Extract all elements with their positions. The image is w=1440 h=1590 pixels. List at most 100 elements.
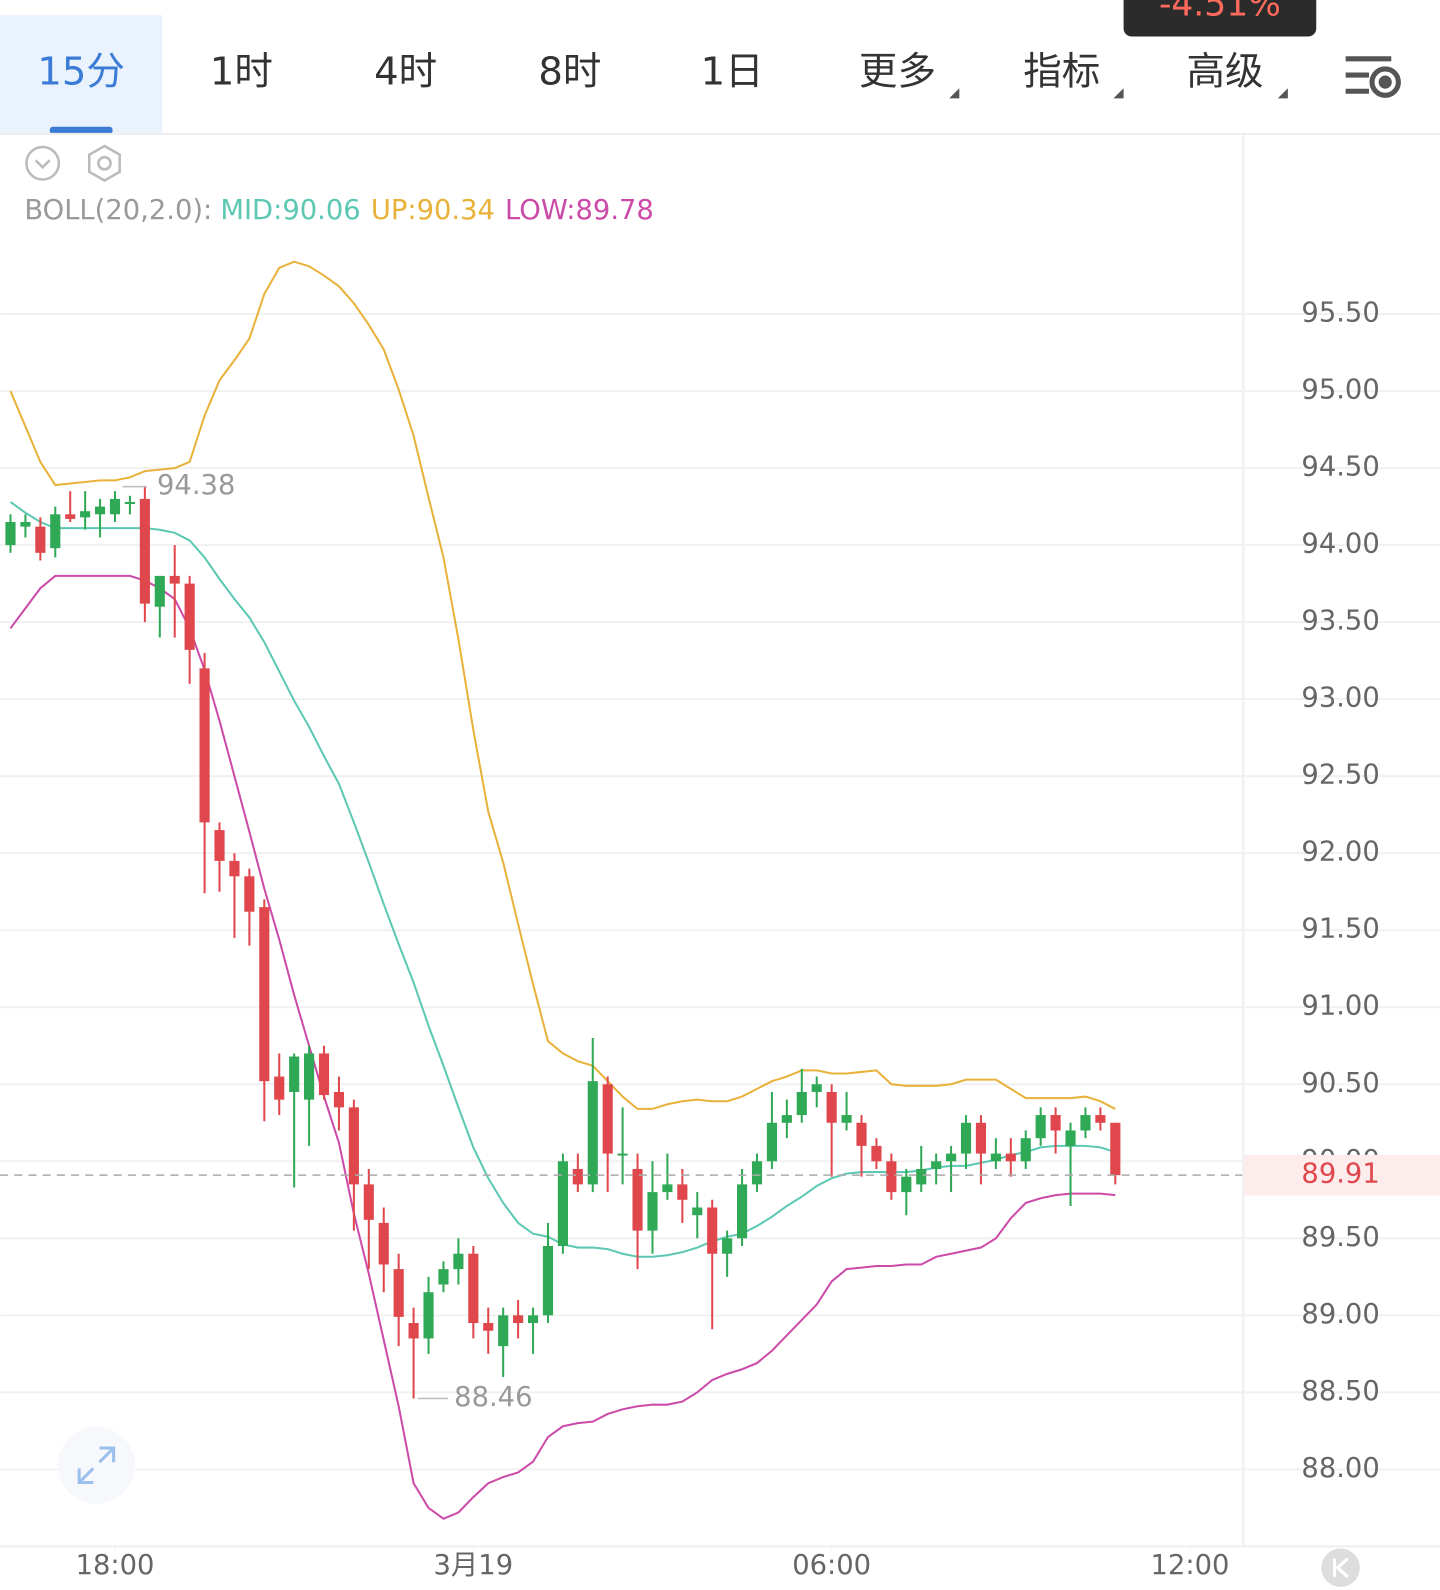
candle-body — [289, 1056, 300, 1092]
candle-body — [423, 1292, 434, 1339]
candle-body — [632, 1168, 643, 1231]
candle-body — [1020, 1138, 1031, 1162]
candle-body — [124, 501, 136, 505]
candle-body — [154, 575, 165, 607]
candle-body — [901, 1176, 912, 1193]
expand-button[interactable] — [57, 1426, 135, 1504]
candle-body — [826, 1091, 837, 1123]
collapse-icon[interactable] — [25, 145, 61, 181]
indicator-legend: BOLL(20,2.0): MID:90.06 UP:90.34 LOW:89.78 — [24, 194, 653, 225]
tab[interactable]: 4时 — [374, 50, 437, 95]
candle-body — [65, 514, 76, 519]
candle-body — [751, 1161, 763, 1185]
candle-body — [946, 1153, 957, 1162]
legend-value: 89.78 — [576, 194, 654, 225]
candle-body — [871, 1145, 882, 1162]
candle-body — [722, 1238, 733, 1254]
active-tab-indicator — [49, 126, 113, 134]
candle-body — [453, 1253, 464, 1270]
y-tick-label: 90.50 — [1301, 1068, 1379, 1099]
x-tick-label: 06:00 — [792, 1550, 871, 1581]
candle-body — [333, 1091, 345, 1108]
y-tick-label: 92.50 — [1301, 760, 1379, 791]
scroll-latest-icon — [1332, 1557, 1349, 1578]
candle-body — [483, 1323, 494, 1331]
candle-body — [259, 907, 270, 1082]
candle-body — [960, 1122, 972, 1154]
indicator-settings-icon[interactable] — [88, 144, 121, 182]
candle-body — [542, 1246, 554, 1316]
candle-body — [318, 1053, 330, 1096]
candle-body — [1095, 1115, 1106, 1123]
y-tick-label: 91.50 — [1301, 914, 1379, 945]
y-tick-label: 93.00 — [1301, 683, 1379, 714]
tab[interactable]: 高级 — [1186, 50, 1263, 95]
candle-body — [781, 1115, 792, 1123]
candle-body — [662, 1184, 673, 1193]
y-tick-label: 88.50 — [1301, 1376, 1379, 1407]
tab[interactable]: 指标 — [1023, 50, 1100, 95]
scroll-latest-button[interactable] — [1321, 1548, 1360, 1587]
candle-body — [707, 1207, 718, 1254]
max-label: 94.38 — [157, 470, 235, 501]
active-tab-bg — [0, 15, 163, 134]
legend-name: MID: — [220, 194, 282, 225]
candle-body — [692, 1207, 703, 1216]
candle-body — [856, 1122, 867, 1146]
candle-body — [557, 1161, 568, 1247]
candle-body — [304, 1053, 315, 1100]
tab[interactable]: 8时 — [538, 50, 601, 95]
candle-body — [916, 1168, 927, 1185]
candle-body — [1080, 1115, 1091, 1131]
candle-body — [1065, 1130, 1076, 1146]
candle-body — [80, 511, 91, 518]
candle-body — [438, 1269, 449, 1285]
y-tick-label: 88.00 — [1301, 1453, 1379, 1484]
candle-body — [572, 1168, 583, 1185]
candle-body — [348, 1107, 359, 1185]
tab[interactable]: 1时 — [210, 50, 273, 95]
candle-body — [1110, 1122, 1121, 1176]
y-tick-label: 92.00 — [1301, 837, 1379, 868]
candle-body — [139, 498, 150, 604]
candle-body — [363, 1184, 374, 1220]
candle-body — [244, 876, 255, 912]
candle-body — [408, 1323, 419, 1339]
candle-body — [184, 583, 195, 650]
y-tick-label: 89.00 — [1301, 1299, 1379, 1330]
candle-body — [169, 575, 180, 584]
settings-icon[interactable] — [1345, 56, 1401, 98]
dropdown-arrows — [949, 88, 1288, 99]
min-label: 88.46 — [454, 1382, 532, 1413]
candle-body — [498, 1315, 509, 1347]
tab[interactable]: 更多 — [859, 50, 936, 95]
legend-value: 90.06 — [282, 194, 360, 225]
legend-name: LOW: — [505, 194, 575, 225]
y-tick-label: 95.50 — [1301, 298, 1379, 329]
x-tick-label: 3月19 — [434, 1550, 514, 1581]
x-tick-label: 12:00 — [1151, 1550, 1230, 1581]
candle-body — [736, 1184, 748, 1239]
tab[interactable]: 1日 — [701, 50, 764, 95]
y-tick-label: 93.50 — [1301, 606, 1379, 637]
candle-body — [109, 498, 121, 515]
tab[interactable]: 15分 — [37, 50, 125, 95]
candle-body — [931, 1161, 942, 1169]
expand-icon — [77, 1446, 116, 1485]
candle-body — [214, 830, 225, 861]
candle-body — [378, 1222, 389, 1265]
candle-body — [886, 1161, 897, 1193]
indicator-label: BOLL(20,2.0): — [24, 194, 212, 225]
legend-value: 90.34 — [417, 194, 495, 225]
candle-body — [602, 1084, 613, 1154]
legend-name: UP: — [371, 194, 417, 225]
candle-body — [274, 1076, 285, 1100]
candle-body — [1005, 1153, 1016, 1162]
candle-body — [975, 1122, 987, 1154]
candle-body — [527, 1315, 539, 1324]
candle-body — [50, 514, 61, 549]
candle-body — [199, 668, 210, 823]
candle-body — [796, 1091, 807, 1116]
y-tick-label: 89.50 — [1301, 1222, 1379, 1253]
